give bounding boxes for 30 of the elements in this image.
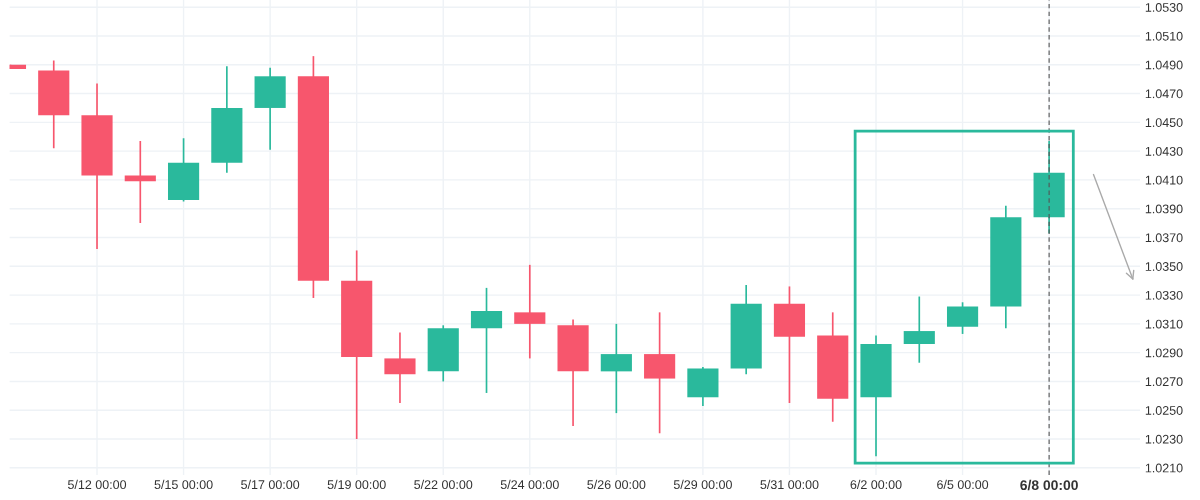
y-tick-label: 1.0350 [1145,262,1183,271]
x-tick-label: 6/5 00:00 [937,479,989,490]
candlestick [514,264,546,360]
y-tick-label: 1.0530 [1145,3,1183,12]
y-tick-label: 1.0470 [1145,89,1183,99]
x-tick-label: 5/24 00:00 [500,479,559,490]
y-tick-label: 1.0430 [1145,146,1183,156]
y-tick-label: 1.0290 [1145,348,1183,358]
y-tick-label: 1.0210 [1145,463,1183,473]
y-tick-label: 1.0270 [1145,377,1183,387]
y-tick-label: 1.0330 [1145,290,1183,300]
y-tick-label: 1.0390 [1145,204,1183,214]
x-tick-label: 5/19 00:00 [327,479,386,490]
x-tick-label: 5/26 00:00 [587,479,646,490]
y-tick-label: 1.0250 [1145,406,1183,415]
x-tick-label: 6/8 00:00 [1020,479,1078,491]
y-tick-label: 1.0410 [1145,175,1183,185]
y-tick-label: 1.0310 [1145,319,1183,329]
y-tick-label: 1.0370 [1145,233,1183,243]
x-tick-label: 5/15 00:00 [154,479,213,490]
x-tick-label: 6/2 00:00 [850,479,902,490]
x-tick-label: 5/12 00:00 [67,479,127,490]
x-tick-label: 5/22 00:00 [414,479,473,490]
y-tick-label: 1.0450 [1145,118,1183,127]
x-tick-label: 5/17 00:00 [241,479,300,490]
y-tick-label: 1.0230 [1145,434,1183,444]
x-tick-label: 5/29 00:00 [673,479,732,490]
x-tick-label: 5/31 00:00 [760,479,819,490]
y-tick-label: 1.0490 [1145,60,1183,70]
y-tick-label: 1.0510 [1145,31,1183,41]
